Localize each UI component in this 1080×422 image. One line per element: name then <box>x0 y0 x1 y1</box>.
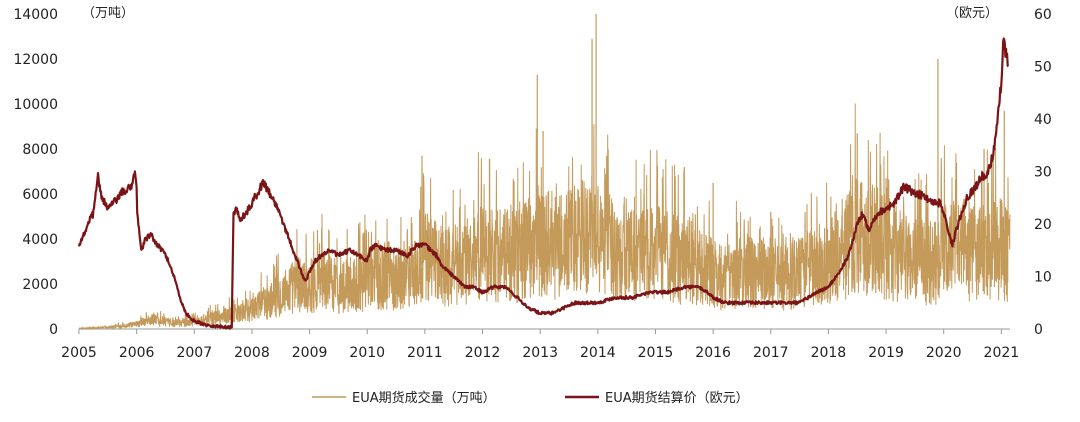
legend: EUA期货成交量（万吨） EUA期货结算价（欧元） <box>312 390 749 406</box>
left-tick-label: 4000 <box>22 232 58 248</box>
left-axis-unit-label: （万吨） <box>82 6 134 21</box>
x-tick-label: 2017 <box>753 345 789 361</box>
x-tick-label: 2013 <box>522 345 558 361</box>
right-tick-label: 60 <box>1034 7 1052 23</box>
series-volume-line <box>78 103 1011 331</box>
series-layer <box>77 14 1011 331</box>
left-tick-label: 10000 <box>13 97 58 113</box>
x-tick-label: 2019 <box>868 345 904 361</box>
right-tick-label: 0 <box>1034 322 1043 338</box>
x-tick-label: 2016 <box>695 345 731 361</box>
left-tick-label: 12000 <box>13 52 58 68</box>
legend-price-label: EUA期货结算价（欧元） <box>605 390 749 406</box>
x-tick-label: 2012 <box>465 345 501 361</box>
left-tick-label: 14000 <box>13 7 58 23</box>
x-tick-label: 2010 <box>349 345 385 361</box>
x-tick-label: 2008 <box>234 345 270 361</box>
series-price-line <box>77 37 1010 330</box>
x-tick-label: 2005 <box>61 345 97 361</box>
left-tick-label: 2000 <box>22 277 58 293</box>
x-tick-label: 2007 <box>176 345 212 361</box>
x-tick-label: 2021 <box>984 345 1020 361</box>
right-tick-label: 20 <box>1034 217 1052 233</box>
x-tick-label: 2011 <box>407 345 443 361</box>
right-tick-label: 30 <box>1034 165 1052 181</box>
right-axis-ticks: 0 10 20 30 40 50 60 <box>1034 7 1052 338</box>
x-tick-label: 2015 <box>638 345 674 361</box>
right-tick-label: 10 <box>1034 270 1052 286</box>
x-axis-ticks: 2005 2006 2007 2008 2009 2010 2011 2012 2013 2014… <box>61 329 1019 361</box>
left-tick-label: 0 <box>49 322 58 338</box>
right-tick-label: 40 <box>1034 112 1052 128</box>
left-axis-ticks: 0 2000 4000 6000 8000 10000 12000 14000 <box>13 7 58 338</box>
right-tick-label: 50 <box>1034 60 1052 76</box>
right-axis-unit-label: （欧元） <box>946 6 998 21</box>
left-tick-label: 6000 <box>22 187 58 203</box>
x-tick-label: 2018 <box>811 345 847 361</box>
x-tick-label: 2006 <box>119 345 155 361</box>
left-tick-label: 8000 <box>22 142 58 158</box>
legend-volume-label: EUA期货成交量（万吨） <box>352 390 496 406</box>
x-tick-label: 2020 <box>926 345 962 361</box>
x-tick-label: 2009 <box>292 345 328 361</box>
x-tick-label: 2014 <box>580 345 616 361</box>
